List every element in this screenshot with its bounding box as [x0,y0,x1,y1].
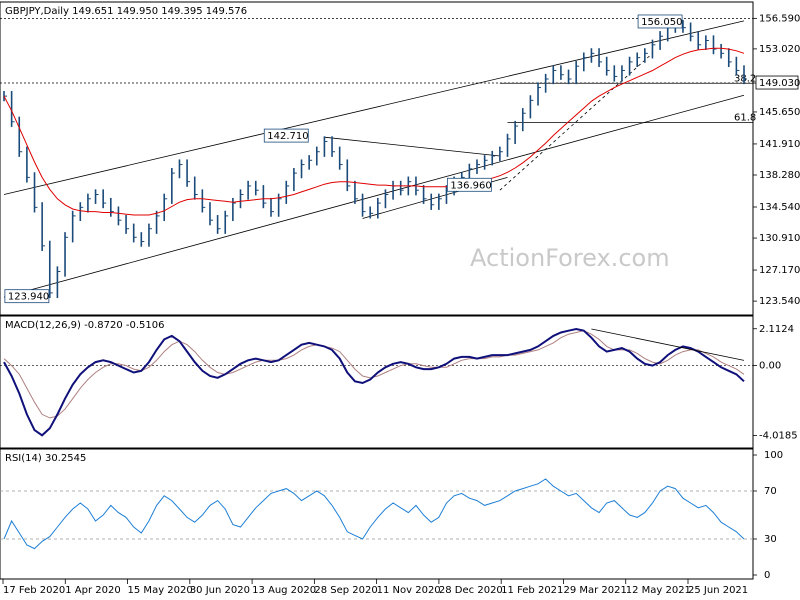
macd-layer [0,327,753,437]
rsi-title: RSI(14) 30.2545 [5,453,86,464]
x-tick-label: 11 Feb 2021 [501,585,563,596]
y-tick-label: 145.650 [759,107,800,118]
macd-line [3,327,745,437]
price-label-box-2 [446,177,492,192]
macd-y-tick-label: 2.1124 [759,324,794,335]
price-label-box-3 [4,289,50,304]
macd-y-tick-label: 0.00 [759,361,781,372]
price-label-1: 142.710 [267,131,308,142]
price-label-0: 156.050 [641,17,682,28]
y-tick-label: 138.280 [759,170,800,181]
current-price-label: 149.030 [759,78,800,89]
x-tick-label: 17 Feb 2020 [3,585,65,596]
rsi-line [3,478,745,550]
y-tick-label: 141.910 [759,139,800,150]
macd-y-tick-label: -4.0185 [759,431,798,442]
rsi-layer [0,478,753,550]
y-axis: 156.590 153.020 149.030 145.650 141.910 138.2… [753,13,800,581]
price-trendline [499,53,653,191]
channel-lower [3,94,745,298]
price-panel [0,1,754,316]
y-tick-label: 153.020 [759,44,800,55]
x-tick-label: 28 Sep 2020 [314,585,377,596]
triangle-upper [324,136,500,157]
x-tick-label: 11 Nov 2020 [377,585,441,596]
rsi-y-tick-label: 100 [764,450,783,461]
rsi-y-tick-label: 30 [764,534,777,545]
current-price-box [755,75,799,90]
y-tick-label: 156.590 [759,13,800,24]
rsi-panel [0,448,754,580]
x-tick-label: 30 Jun 2020 [190,585,250,596]
x-tick-label: 25 Jun 2021 [688,585,748,596]
price-title: GBPJPY,Daily 149.651 149.950 149.395 149… [5,6,247,17]
x-tick-label: 28 Dec 2020 [439,585,503,596]
price-label-box-0 [637,14,683,29]
rsi-y-tick-label: 0 [764,570,770,581]
price-label-2: 136.960 [450,180,491,191]
y-tick-label: 127.170 [759,265,800,276]
macd-panel [0,315,754,449]
y-tick-label: 130.910 [759,233,800,244]
price-label-3: 123.940 [8,292,49,303]
macd-title: MACD(12,26,9) -0.8720 -0.5106 [5,320,165,331]
moving-average-line [3,47,745,216]
rsi-y-tick-label: 70 [764,486,777,497]
price-label-box-1 [263,128,309,143]
x-tick-label: 15 May 2020 [128,585,193,596]
x-tick-label: 29 Mar 2021 [563,585,626,596]
watermark: ActionForex.com [470,244,670,272]
macd-trendline [591,328,745,361]
y-tick-label: 123.540 [759,296,800,307]
x-tick-label: 12 May 2021 [626,585,691,596]
fib-label-1: 61.8 [734,113,756,124]
x-tick-label: 1 Apr 2020 [65,585,120,596]
x-tick-label: 13 Aug 2020 [252,585,316,596]
channel-upper [3,20,745,195]
y-tick-label: 134.540 [759,202,800,213]
